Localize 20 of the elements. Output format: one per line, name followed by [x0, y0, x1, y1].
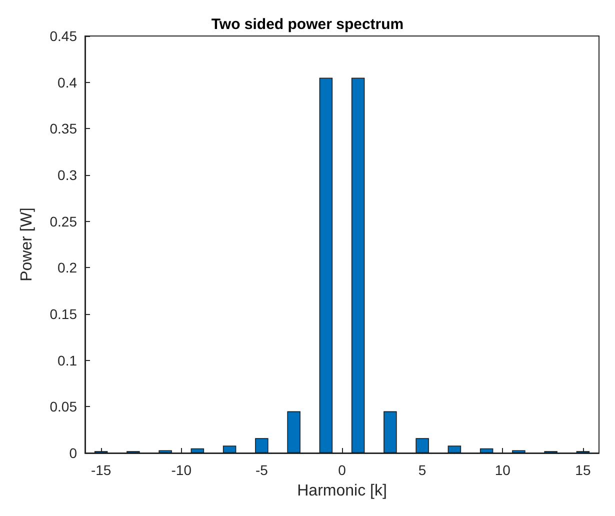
y-axis-title: Power [W]	[18, 208, 36, 282]
y-tick-label: 0.35	[50, 120, 78, 137]
x-axis-title: Harmonic [k]	[297, 482, 387, 500]
y-tick-label: 0.25	[50, 213, 78, 230]
y-tick-label: 0.05	[50, 398, 78, 415]
x-tick-label: 0	[338, 462, 346, 478]
y-tick-label: 0.2	[58, 260, 78, 276]
chart-title: Two sided power spectrum	[211, 16, 404, 33]
x-tick-label: 15	[575, 462, 591, 478]
y-tick-label: 0	[69, 445, 78, 461]
y-tick-label: 0.3	[58, 167, 78, 183]
x-tick-label: -10	[171, 462, 192, 478]
y-tick-label: 0.4	[58, 74, 78, 90]
x-tick-label: 5	[418, 462, 426, 478]
y-tick-label: 0.45	[50, 28, 78, 44]
x-tick-label: -5	[255, 462, 268, 478]
x-tick-label: 10	[494, 462, 511, 478]
y-tick-label: 0.15	[50, 306, 78, 322]
x-tick-label: -15	[90, 462, 112, 478]
y-tick-label: 0.1	[58, 352, 78, 368]
